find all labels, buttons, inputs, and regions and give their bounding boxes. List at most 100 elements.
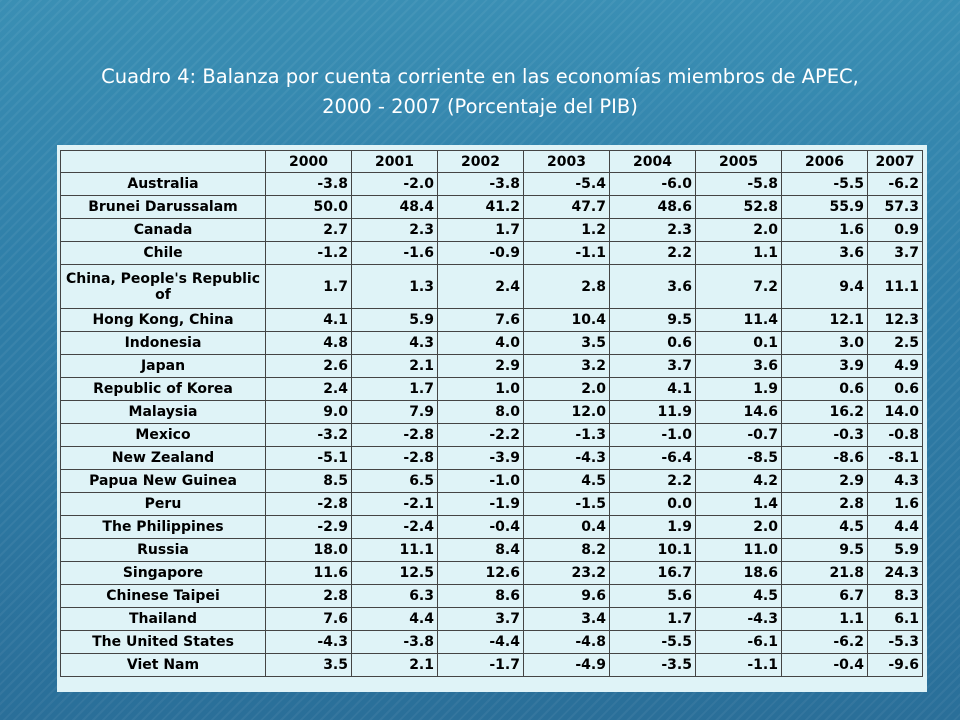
value-cell: 1.7 <box>609 607 696 631</box>
value-cell: -3.8 <box>351 630 438 654</box>
title-line-2: 2000 - 2007 (Porcentaje del PIB) <box>322 95 638 118</box>
table-row: Russia 18.0 11.1 8.4 8.2 10.1 11.0 9.5 5.9 <box>60 538 923 562</box>
country-cell: The United States <box>60 630 266 654</box>
country-cell: Singapore <box>60 561 266 585</box>
value-cell: -4.8 <box>523 630 610 654</box>
country-cell: Viet Nam <box>60 653 266 677</box>
value-cell: -6.2 <box>867 172 923 196</box>
value-cell: 12.3 <box>867 308 923 332</box>
value-cell: -5.1 <box>265 446 352 470</box>
country-cell: The Philippines <box>60 515 266 539</box>
value-cell: -5.5 <box>781 172 868 196</box>
value-cell: -5.3 <box>867 630 923 654</box>
value-cell: 9.4 <box>781 264 868 309</box>
value-cell: 11.4 <box>695 308 782 332</box>
country-cell: New Zealand <box>60 446 266 470</box>
header-year-cell: 2001 <box>351 150 438 173</box>
header-row: 2000 2001 2002 2003 2004 2005 2006 2007 <box>60 150 923 173</box>
table-row: The United States -4.3 -3.8 -4.4 -4.8 -5.5 -6.… <box>60 630 923 654</box>
value-cell: 7.2 <box>695 264 782 309</box>
value-cell: 3.4 <box>523 607 610 631</box>
value-cell: 3.6 <box>781 241 868 265</box>
value-cell: 12.0 <box>523 400 610 424</box>
value-cell: 2.1 <box>351 653 438 677</box>
value-cell: -1.0 <box>609 423 696 447</box>
value-cell: 48.6 <box>609 195 696 219</box>
value-cell: -0.8 <box>867 423 923 447</box>
table-row: New Zealand -5.1 -2.8 -3.9 -4.3 -6.4 -8.5 -8.6-… <box>60 446 923 470</box>
value-cell: 21.8 <box>781 561 868 585</box>
value-cell: 24.3 <box>867 561 923 585</box>
value-cell: 2.3 <box>351 218 438 242</box>
country-cell: Papua New Guinea <box>60 469 266 493</box>
value-cell: 14.0 <box>867 400 923 424</box>
value-cell: -0.7 <box>695 423 782 447</box>
value-cell: 0.6 <box>867 377 923 401</box>
value-cell: 0.6 <box>609 331 696 355</box>
header-year-cell: 2007 <box>867 150 923 173</box>
value-cell: -8.1 <box>867 446 923 470</box>
value-cell: 3.6 <box>609 264 696 309</box>
value-cell: 0.0 <box>609 492 696 516</box>
value-cell: -1.6 <box>351 241 438 265</box>
value-cell: 11.1 <box>351 538 438 562</box>
value-cell: 4.3 <box>867 469 923 493</box>
table-row: Chinese Taipei 2.8 6.3 8.6 9.6 5.6 4.5 6.7 8.3 <box>60 584 923 608</box>
value-cell: 3.0 <box>781 331 868 355</box>
value-cell: 2.0 <box>523 377 610 401</box>
value-cell: 4.5 <box>781 515 868 539</box>
country-cell: Indonesia <box>60 331 266 355</box>
table-row: Mexico -3.2 -2.8 -2.2 -1.3 -1.0 -0.7 -0.3 -0.8 <box>60 423 923 447</box>
country-cell: Hong Kong, China <box>60 308 266 332</box>
value-cell: 11.9 <box>609 400 696 424</box>
value-cell: 16.7 <box>609 561 696 585</box>
value-cell: 4.5 <box>695 584 782 608</box>
value-cell: 6.1 <box>867 607 923 631</box>
value-cell: 2.9 <box>437 354 524 378</box>
value-cell: 1.6 <box>867 492 923 516</box>
header-year-cell: 2002 <box>437 150 524 173</box>
value-cell: -2.8 <box>351 423 438 447</box>
current-account-table: 2000 2001 2002 2003 2004 2005 2006 2007 Austral… <box>60 150 923 677</box>
table-row: Republic of Korea 2.4 1.7 1.0 2.0 4.1 1.9 0.6 0.… <box>60 377 923 401</box>
value-cell: -2.4 <box>351 515 438 539</box>
value-cell: -5.4 <box>523 172 610 196</box>
value-cell: 1.7 <box>351 377 438 401</box>
value-cell: 7.6 <box>437 308 524 332</box>
value-cell: 8.5 <box>265 469 352 493</box>
value-cell: 6.7 <box>781 584 868 608</box>
value-cell: 3.7 <box>867 241 923 265</box>
value-cell: 1.1 <box>695 241 782 265</box>
table-row: Viet Nam 3.5 2.1 -1.7 -4.9 -3.5 -1.1 -0.4 -9.6 <box>60 653 923 677</box>
table-row: Japan 2.6 2.1 2.9 3.2 3.7 3.6 3.9 4.9 <box>60 354 923 378</box>
value-cell: -5.5 <box>609 630 696 654</box>
value-cell: 4.4 <box>867 515 923 539</box>
value-cell: 4.9 <box>867 354 923 378</box>
value-cell: -2.1 <box>351 492 438 516</box>
value-cell: 2.2 <box>609 241 696 265</box>
value-cell: 14.6 <box>695 400 782 424</box>
table-body: Australia -3.8 -2.0 -3.8 -5.4 -6.0 -5.8 -5.5 -6.… <box>60 172 923 677</box>
header-year-cell: 2000 <box>265 150 352 173</box>
value-cell: -1.2 <box>265 241 352 265</box>
value-cell: 18.0 <box>265 538 352 562</box>
value-cell: 1.7 <box>437 218 524 242</box>
value-cell: 12.6 <box>437 561 524 585</box>
country-cell: Chinese Taipei <box>60 584 266 608</box>
value-cell: -2.8 <box>265 492 352 516</box>
value-cell: 8.4 <box>437 538 524 562</box>
value-cell: -5.8 <box>695 172 782 196</box>
table-row: Chile -1.2 -1.6 -0.9 -1.1 2.2 1.1 3.6 3.7 <box>60 241 923 265</box>
value-cell: -0.9 <box>437 241 524 265</box>
value-cell: 1.9 <box>609 515 696 539</box>
value-cell: -3.5 <box>609 653 696 677</box>
value-cell: 4.2 <box>695 469 782 493</box>
header-year-cell: 2006 <box>781 150 868 173</box>
value-cell: 7.6 <box>265 607 352 631</box>
value-cell: 55.9 <box>781 195 868 219</box>
value-cell: 2.8 <box>781 492 868 516</box>
country-cell: Russia <box>60 538 266 562</box>
country-cell: Republic of Korea <box>60 377 266 401</box>
value-cell: 4.4 <box>351 607 438 631</box>
value-cell: -6.1 <box>695 630 782 654</box>
